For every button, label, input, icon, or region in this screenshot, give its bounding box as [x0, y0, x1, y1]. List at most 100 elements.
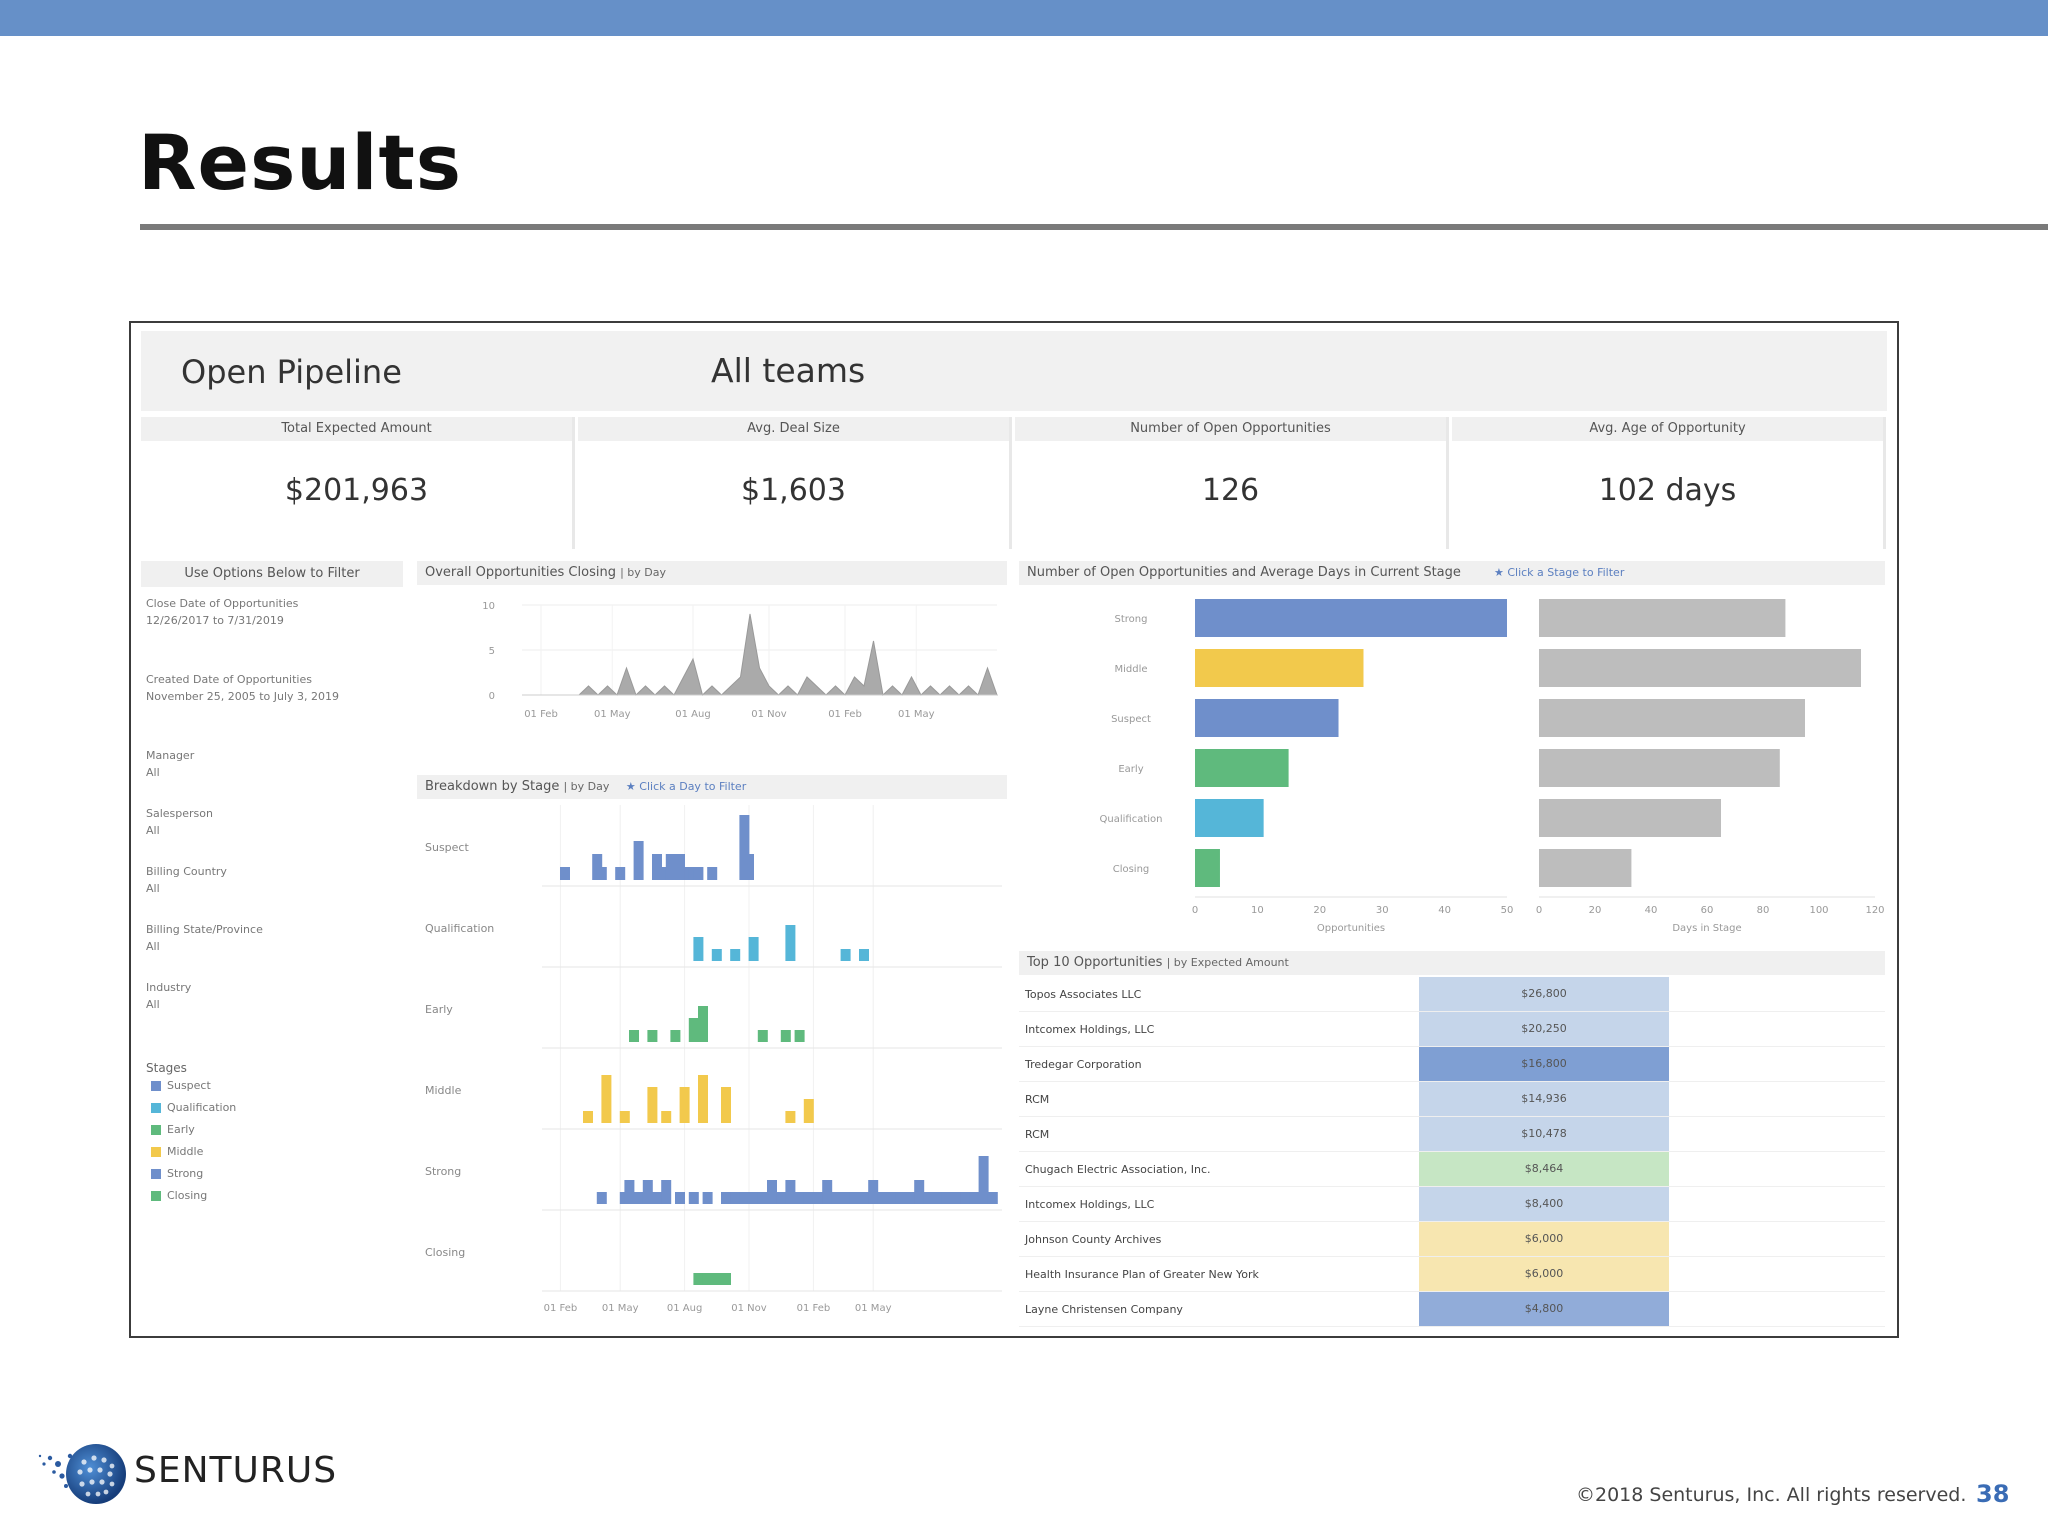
kpi-value: 102 days — [1598, 473, 1737, 508]
legend-item-strong[interactable]: Strong — [151, 1167, 203, 1183]
stage-bar-strong — [794, 1192, 805, 1204]
senturus-logo: SENTURUS — [34, 1434, 354, 1514]
table-row[interactable]: Johnson County Archives $6,000 — [1019, 1222, 1885, 1257]
opportunity-name: RCM — [1025, 1092, 1050, 1106]
table-row[interactable]: Chugach Electric Association, Inc. $8,464 — [1019, 1152, 1885, 1187]
table-row[interactable]: Intcomex Holdings, LLC $20,250 — [1019, 1012, 1885, 1047]
stage-bar-suspect — [675, 854, 685, 880]
stage-bar-suspect — [656, 867, 667, 880]
expected-amount-cell: $6,000 — [1419, 1222, 1669, 1256]
kpi-value: $1,603 — [741, 473, 846, 508]
legend-label: Middle — [167, 1145, 204, 1158]
stage-opportunities-chart[interactable]: Strong Middle Suspect Early Qualification Clo… — [1019, 587, 1885, 957]
logo-text: SENTURUS — [134, 1450, 338, 1491]
stage-bar-strong — [624, 1180, 635, 1204]
legend-swatch — [151, 1147, 161, 1157]
team-selector[interactable]: All teams — [711, 351, 866, 390]
stage-bar-qualification — [693, 937, 704, 961]
stage-bar-strong — [822, 1180, 833, 1204]
stage-bar-closing — [721, 1273, 731, 1285]
legend-item-suspect[interactable]: Suspect — [151, 1079, 211, 1095]
filter-industry[interactable]: Industry All — [146, 979, 191, 1013]
stage-bar-qualification — [748, 937, 759, 961]
opportunity-name: Topos Associates LLC — [1025, 987, 1142, 1001]
x2-tick-label: 20 — [1589, 905, 1602, 916]
legend-swatch — [151, 1191, 161, 1201]
table-row[interactable]: RCM $14,936 — [1019, 1082, 1885, 1117]
x2-tick-label: 60 — [1701, 905, 1714, 916]
x-tick-label: 01 May — [602, 1303, 639, 1314]
table-row[interactable]: Topos Associates LLC $26,800 — [1019, 977, 1885, 1012]
filter-label: Manager — [146, 749, 195, 762]
page-number: 38 — [1976, 1480, 2010, 1508]
table-row[interactable]: RCM $10,478 — [1019, 1117, 1885, 1152]
filter-value: November 25, 2005 to July 3, 2019 — [146, 690, 340, 703]
stage-bar-strong — [905, 1192, 915, 1204]
stage-bar-strong — [941, 1192, 952, 1204]
legend-item-qualification[interactable]: Qualification — [151, 1101, 236, 1117]
stage-bar-strong — [767, 1180, 777, 1204]
stage-bar-strong — [831, 1192, 842, 1204]
table-row[interactable]: Intcomex Holdings, LLC $8,400 — [1019, 1187, 1885, 1222]
breakdown-by-stage-chart[interactable]: Suspect Qualification Early Middle Strong Clo… — [417, 799, 1007, 1329]
kpi-open-opportunities: Number of Open Opportunities 126 — [1015, 417, 1449, 549]
stage-bar-strong — [868, 1180, 879, 1204]
stage-category-label: Suspect — [1111, 714, 1151, 725]
stage-bar-closing — [702, 1273, 713, 1285]
kpi-label: Avg. Age of Opportunity — [1452, 417, 1883, 441]
stage-bar-suspect — [596, 867, 607, 880]
stage-row-label: Early — [425, 1003, 453, 1016]
filter-billing-state[interactable]: Billing State/Province All — [146, 921, 263, 955]
opportunities-bar — [1195, 599, 1507, 637]
filter-manager[interactable]: Manager All — [146, 747, 194, 781]
filter-salesperson[interactable]: Salesperson All — [146, 805, 213, 839]
overall-closing-chart[interactable]: 0 5 10 01 Feb 01 May 01 Aug 01 Nov 01 Feb 01 May — [417, 587, 1007, 737]
stage-bar-strong — [803, 1192, 814, 1204]
stage-bar-strong — [642, 1180, 653, 1204]
filter-close-date[interactable]: Close Date of Opportunities 12/26/2017 t… — [146, 595, 298, 629]
stage-bar-strong — [923, 1192, 934, 1204]
stage-bar-strong — [776, 1192, 787, 1204]
filter-billing-country[interactable]: Billing Country All — [146, 863, 227, 897]
overall-chart-subtitle: | by Day — [620, 566, 667, 579]
x2-tick-label: 120 — [1865, 905, 1884, 916]
stage-bar-suspect — [560, 867, 570, 880]
opportunities-bar — [1195, 749, 1289, 787]
stage-row-label: Strong — [425, 1165, 461, 1178]
expected-amount-cell: $6,000 — [1419, 1257, 1669, 1291]
stage-bar-suspect — [633, 841, 644, 880]
stage-bar-strong — [987, 1192, 998, 1204]
stage-category-label: Strong — [1115, 614, 1148, 625]
legend-item-middle[interactable]: Middle — [151, 1145, 203, 1161]
table-row[interactable]: Tredegar Corporation $16,800 — [1019, 1047, 1885, 1082]
stage-bar-strong — [730, 1192, 741, 1204]
table-row[interactable]: Layne Christensen Company $4,800 — [1019, 1292, 1885, 1327]
table-row[interactable]: Health Insurance Plan of Greater New Yor… — [1019, 1257, 1885, 1292]
kpi-label: Total Expected Amount — [141, 417, 572, 441]
top-accent-band — [0, 0, 2048, 36]
closing-area-series — [522, 613, 998, 697]
stage-bar-strong — [661, 1180, 672, 1204]
legend-title: Stages — [146, 1061, 187, 1075]
stage-bar-early — [670, 1030, 681, 1042]
breakdown-hint[interactable]: ★ Click a Day to Filter — [625, 780, 747, 793]
x-tick-label: 01 Feb — [524, 709, 558, 720]
opportunity-name: RCM — [1025, 1127, 1050, 1141]
stage-bar-strong — [757, 1192, 768, 1204]
stage-category-label: Closing — [1113, 864, 1150, 875]
x2-tick-label: 40 — [1645, 905, 1658, 916]
filter-value: All — [146, 998, 160, 1011]
stage-bar-suspect — [665, 854, 676, 880]
top10-table: Topos Associates LLC $26,800 Intcomex Hold… — [1019, 977, 1885, 1327]
legend-swatch — [151, 1103, 161, 1113]
legend-item-closing[interactable]: Closing — [151, 1189, 207, 1205]
filter-created-date[interactable]: Created Date of Opportunities November 2… — [146, 671, 339, 705]
legend-item-early[interactable]: Early — [151, 1123, 195, 1139]
stage-bar-strong — [596, 1192, 607, 1204]
x-tick-label: 01 Aug — [675, 709, 710, 720]
stage-bar-strong — [748, 1192, 759, 1204]
expected-amount-cell: $8,400 — [1419, 1187, 1669, 1221]
stage-bar-suspect — [744, 854, 754, 880]
stage-hint[interactable]: ★ Click a Stage to Filter — [1493, 566, 1625, 579]
legend-label: Closing — [167, 1189, 208, 1202]
